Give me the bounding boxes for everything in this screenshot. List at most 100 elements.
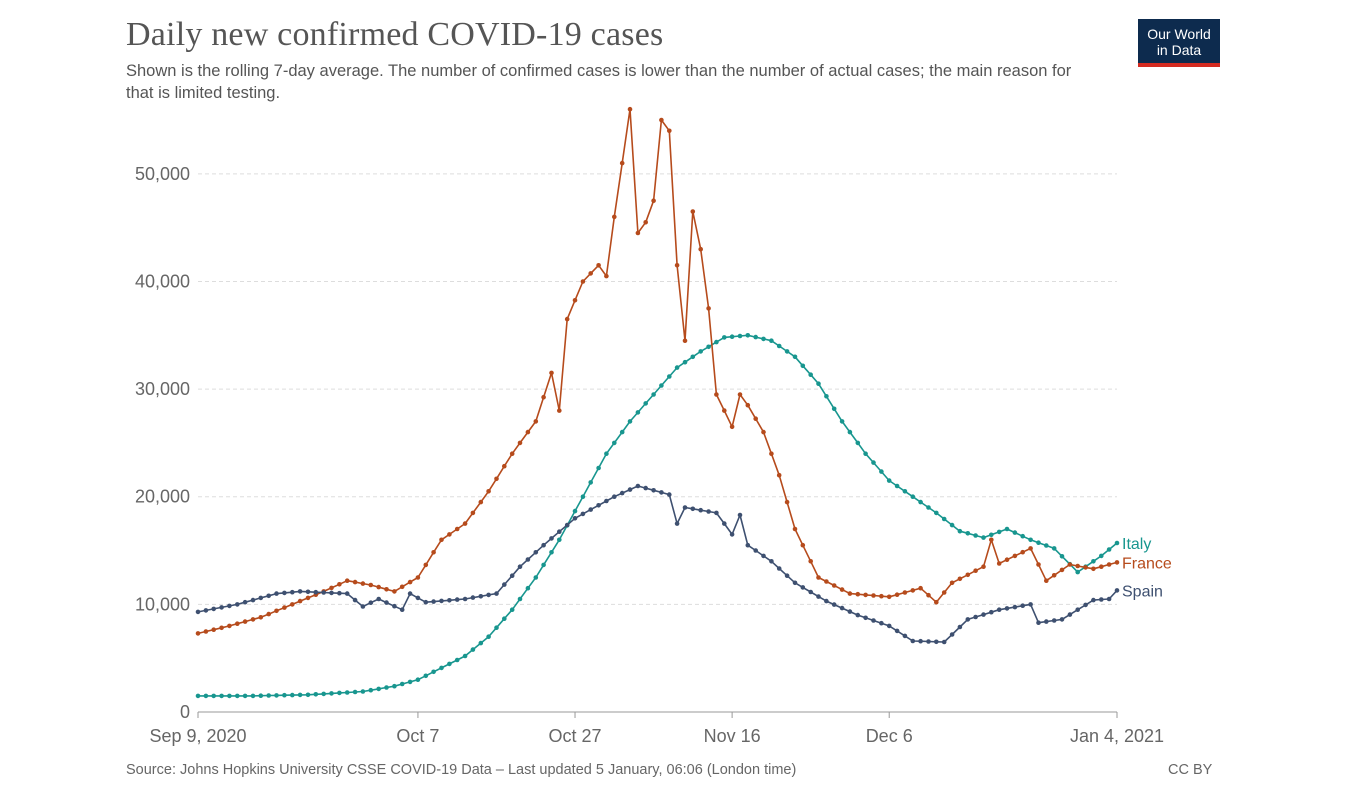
data-point-france [839, 587, 845, 592]
data-point-italy [1012, 530, 1018, 535]
data-point-france [824, 579, 829, 584]
data-point-italy [871, 460, 876, 465]
data-point-france [337, 582, 342, 587]
data-point-france [274, 608, 279, 614]
data-point-spain [1020, 603, 1025, 608]
data-point-france [282, 605, 287, 610]
data-point-spain [1067, 612, 1073, 617]
data-point-italy [776, 343, 782, 349]
data-point-spain [1114, 588, 1120, 593]
data-point-italy [195, 693, 201, 699]
data-point-france [690, 209, 696, 214]
data-point-spain [604, 498, 609, 504]
data-point-spain [729, 532, 735, 537]
data-point-france [290, 602, 295, 607]
data-point-italy [235, 693, 240, 699]
data-point-italy [737, 333, 743, 339]
data-point-italy [502, 616, 507, 621]
data-point-italy [384, 685, 389, 690]
data-point-france [509, 451, 515, 457]
data-point-france [564, 316, 570, 322]
y-tick-label: 10,000 [135, 594, 190, 614]
data-point-spain [934, 639, 939, 645]
data-point-italy [407, 679, 413, 685]
data-point-france [879, 593, 884, 599]
data-point-france [368, 582, 374, 588]
data-point-spain [910, 638, 916, 644]
data-point-spain [517, 564, 523, 569]
data-point-italy [659, 383, 664, 388]
data-point-spain [227, 603, 232, 609]
data-point-france [682, 338, 688, 344]
data-point-france [831, 583, 837, 588]
data-point-italy [957, 528, 963, 534]
series-label-italy[interactable]: Italy [1122, 536, 1151, 553]
data-point-spain [557, 529, 562, 534]
series-label-france[interactable]: France [1122, 555, 1172, 572]
data-point-france [1012, 553, 1018, 559]
data-point-italy [855, 440, 861, 446]
data-point-italy [274, 693, 279, 698]
data-point-france [855, 591, 861, 597]
data-point-italy [282, 692, 287, 698]
series-label-spain[interactable]: Spain [1122, 583, 1163, 600]
data-point-italy [808, 372, 813, 378]
data-point-spain [415, 595, 421, 601]
data-point-italy [612, 440, 617, 446]
data-point-france [297, 598, 303, 604]
data-point-italy [462, 653, 468, 659]
data-point-france [1036, 562, 1041, 567]
data-point-italy [399, 681, 405, 687]
data-point-spain [643, 485, 648, 491]
data-point-france [619, 160, 625, 166]
data-point-spain [203, 608, 209, 613]
data-point-spain [831, 602, 837, 607]
series-line-france[interactable] [197, 108, 1118, 635]
data-point-france [965, 572, 971, 578]
data-point-france [352, 579, 358, 585]
data-point-spain [1099, 597, 1104, 602]
data-point-italy [454, 657, 460, 663]
license-link[interactable]: CC BY [1168, 762, 1213, 778]
data-point-italy [305, 692, 311, 698]
data-point-france [1028, 546, 1033, 551]
data-point-france [235, 621, 240, 626]
series-line-spain[interactable] [197, 485, 1118, 643]
data-point-spain [1075, 607, 1080, 612]
data-point-italy [227, 693, 232, 699]
data-point-italy [392, 683, 397, 689]
data-point-italy [902, 489, 908, 494]
data-point-france [659, 117, 664, 123]
data-point-spain [431, 599, 436, 604]
data-point-france [549, 370, 554, 376]
data-point-france [667, 128, 672, 134]
data-point-italy [792, 354, 798, 360]
data-point-italy [431, 669, 436, 675]
data-point-italy [258, 693, 264, 698]
data-point-france [533, 419, 539, 424]
data-point-italy [517, 596, 523, 602]
data-point-spain [423, 599, 429, 605]
data-point-spain [337, 590, 342, 596]
data-point-italy [714, 339, 719, 345]
data-point-italy [753, 334, 758, 340]
data-point-italy [439, 665, 444, 671]
data-point-spain [384, 600, 389, 605]
owid-logo[interactable]: Our World in Data [1138, 19, 1220, 67]
data-point-italy [965, 531, 971, 536]
data-point-spain [439, 598, 444, 604]
data-point-france [996, 561, 1002, 566]
data-point-france [627, 106, 633, 112]
data-point-france [596, 263, 601, 268]
data-point-spain [659, 490, 664, 495]
data-point-france [769, 451, 774, 457]
data-point-italy [1028, 537, 1033, 543]
data-point-italy [698, 349, 703, 354]
data-point-france [761, 429, 766, 435]
data-point-france [219, 625, 224, 631]
data-point-france [926, 592, 931, 598]
data-point-france [1020, 549, 1025, 555]
data-point-spain [761, 553, 766, 559]
data-point-spain [973, 614, 978, 620]
series-line-italy[interactable] [198, 334, 1118, 697]
